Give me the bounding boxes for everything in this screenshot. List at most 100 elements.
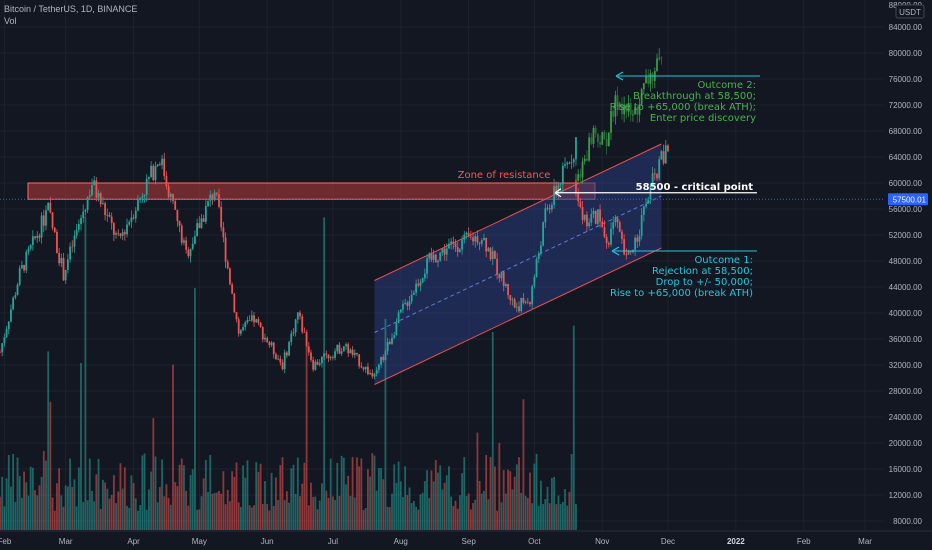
price-candle: [38, 235, 41, 238]
volume-bar: [285, 491, 288, 530]
volume-bar: [246, 460, 249, 530]
price-candle: [463, 234, 466, 240]
volume-bar: [150, 471, 153, 530]
volume-bar: [402, 497, 404, 530]
volume-bar: [572, 325, 575, 530]
price-candle: [3, 337, 6, 344]
price-candle: [158, 164, 161, 166]
price-candle: [310, 352, 312, 360]
price-candle: [264, 337, 266, 340]
volume-bar: [163, 496, 166, 530]
volume-bar: [388, 507, 391, 530]
volume-bar: [445, 475, 448, 530]
price-tick-label: 12000.00: [889, 491, 923, 500]
price-candle: [299, 312, 301, 317]
outcome2-candle: [645, 76, 647, 84]
outcome1-candle: [575, 183, 577, 193]
price-candle: [568, 162, 571, 164]
price-candle: [504, 284, 507, 287]
price-candle: [362, 367, 365, 370]
volume-bar: [123, 467, 126, 530]
volume-bar: [351, 456, 354, 530]
outcome2-candle: [658, 57, 661, 59]
volume-bar: [465, 495, 468, 530]
volume-bar: [213, 492, 216, 530]
volume-bar: [369, 476, 372, 530]
volume-bar: [56, 483, 58, 530]
volume-bar: [480, 493, 483, 530]
price-tick-label: 84000.00: [889, 23, 923, 32]
volume-bar: [104, 482, 107, 530]
price-tick-label: 24000.00: [889, 413, 923, 422]
outcome2-candle: [612, 110, 615, 117]
price-tick-label: 52000.00: [889, 231, 923, 240]
price-candle: [561, 165, 564, 185]
volume-bar: [126, 505, 128, 530]
volume-bar: [356, 457, 358, 530]
price-tick-label: 80000.00: [889, 49, 923, 58]
volume-bar: [423, 481, 426, 530]
time-tick-label: May: [192, 537, 207, 546]
outcome1-candle: [656, 173, 658, 179]
price-candle: [272, 342, 275, 355]
price-candle: [421, 278, 424, 283]
price-candle: [465, 232, 468, 235]
volume-bar: [491, 331, 494, 530]
outcome2-arrow-icon: [615, 71, 624, 81]
price-candle: [277, 358, 280, 360]
price-candle: [498, 274, 501, 278]
volume-bar: [134, 498, 137, 530]
price-candle: [500, 271, 503, 278]
price-candle: [524, 301, 527, 303]
price-candle: [106, 214, 109, 216]
time-tick-label: Mar: [59, 537, 73, 546]
price-candle: [0, 352, 1, 353]
volume-bar: [180, 458, 183, 530]
volume-bar: [321, 483, 323, 530]
volume-bar: [318, 500, 321, 530]
price-candle: [134, 210, 137, 219]
price-candle: [64, 269, 67, 281]
price-axis-bg: [884, 0, 932, 550]
time-tick-label: Feb: [797, 537, 811, 546]
critical-point-label: 58500 - critical point: [636, 182, 754, 193]
price-candle: [23, 265, 25, 271]
volume-bar: [237, 502, 240, 530]
volume-bar: [386, 506, 389, 530]
price-candle: [115, 233, 117, 235]
price-candle: [419, 282, 422, 286]
volume-bar: [515, 464, 518, 530]
resistance-zone[interactable]: [27, 182, 596, 200]
outcome2-candle: [590, 137, 593, 144]
outcome2-candle: [588, 137, 591, 161]
volume-bar: [336, 462, 339, 530]
volume-bar: [156, 502, 159, 530]
outcome2-candle: [586, 158, 588, 161]
volume-bar: [102, 479, 104, 530]
outcome1-candle: [588, 222, 591, 227]
outcome2-candle: [634, 107, 636, 115]
price-candle: [148, 176, 150, 179]
volume-bar: [426, 470, 428, 530]
price-candle: [301, 316, 304, 332]
outcome1-candle: [634, 237, 636, 250]
price-candle: [496, 258, 499, 275]
volume-bar: [410, 503, 413, 530]
volume-label: Vol: [4, 16, 17, 26]
volume-bar: [502, 470, 505, 530]
price-candle: [187, 249, 190, 257]
price-candle: [242, 327, 244, 331]
price-candle: [432, 254, 435, 260]
volume-bar: [360, 458, 363, 530]
volume-bar: [154, 456, 157, 530]
price-candle: [178, 221, 181, 226]
volume-bar: [178, 464, 181, 530]
price-candle: [257, 319, 260, 323]
volume-bar: [342, 457, 345, 530]
price-candle: [99, 193, 102, 205]
volume-bar: [296, 457, 299, 530]
volume-bar: [86, 500, 89, 530]
currency-button[interactable]: [895, 4, 925, 19]
price-candle: [491, 251, 494, 260]
